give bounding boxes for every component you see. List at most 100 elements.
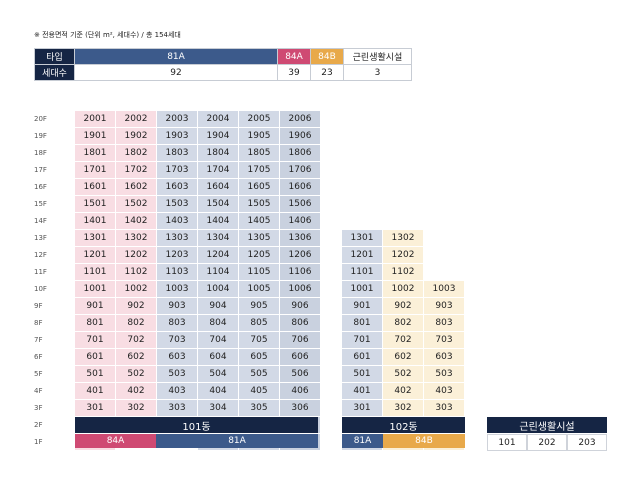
unit-cell: 303 <box>424 400 465 417</box>
unit-cell: 305 <box>239 400 280 417</box>
building-102-label: 102동 <box>342 417 465 433</box>
unit-cell: 2006 <box>280 111 321 128</box>
unit-cell: 303 <box>157 400 198 417</box>
floor-label: 14F <box>34 217 47 225</box>
unit-cell: 1505 <box>239 196 280 213</box>
unit-cell: 901 <box>342 298 383 315</box>
unit-cell: 1201 <box>75 247 116 264</box>
floor-label: 7F <box>34 336 43 344</box>
unit-cell: 402 <box>383 383 424 400</box>
unit-cell: 1601 <box>75 179 116 196</box>
unit-cell: 2005 <box>239 111 280 128</box>
unit-cell: 801 <box>342 315 383 332</box>
unit-cell: 1105 <box>239 264 280 281</box>
unit-cell: 2001 <box>75 111 116 128</box>
unit-cell: 1701 <box>75 162 116 179</box>
unit-cell: 804 <box>198 315 239 332</box>
count-84a: 39 <box>277 64 311 81</box>
unit-cell: 903 <box>424 298 465 315</box>
type-header: 타입 <box>34 48 75 65</box>
unit-cell: 1201 <box>342 247 383 264</box>
unit-cell: 1304 <box>198 230 239 247</box>
unit-cell: 905 <box>239 298 280 315</box>
floor-label: 8F <box>34 319 43 327</box>
unit-cell: 1902 <box>116 128 157 145</box>
unit-cell: 1604 <box>198 179 239 196</box>
unit-cell: 503 <box>157 366 198 383</box>
unit-cell: 1705 <box>239 162 280 179</box>
unit-cell: 1003 <box>424 281 465 298</box>
unit-cell: 701 <box>342 332 383 349</box>
count-header: 세대수 <box>34 64 75 81</box>
type-label-81a: 81A <box>156 434 318 448</box>
unit-cell: 1504 <box>198 196 239 213</box>
unit-cell: 506 <box>280 366 321 383</box>
floor-label: 20F <box>34 115 47 123</box>
unit-cell: 301 <box>342 400 383 417</box>
unit-cell: 701 <box>75 332 116 349</box>
commercial-unit-cell: 203 <box>567 434 607 451</box>
building-101-label: 101동 <box>75 417 318 433</box>
floor-label: 15F <box>34 200 47 208</box>
type-label-81a: 81A <box>342 434 383 448</box>
floor-label: 10F <box>34 285 47 293</box>
unit-cell: 1202 <box>383 247 424 264</box>
unit-cell: 1801 <box>75 145 116 162</box>
unit-cell: 1405 <box>239 213 280 230</box>
unit-cell: 401 <box>342 383 383 400</box>
unit-cell: 404 <box>198 383 239 400</box>
unit-cell: 406 <box>280 383 321 400</box>
unit-cell: 1901 <box>75 128 116 145</box>
unit-cell: 1301 <box>342 230 383 247</box>
type-summary-table: 타입 81A 84A 84B 근린생활시설 세대수 92 39 23 3 <box>34 48 412 81</box>
unit-cell: 1805 <box>239 145 280 162</box>
unit-cell: 602 <box>383 349 424 366</box>
unit-cell: 801 <box>75 315 116 332</box>
type-label-84b: 84B <box>383 434 465 448</box>
unit-cell: 601 <box>342 349 383 366</box>
unit-cell: 1106 <box>280 264 321 281</box>
unit-cell: 1002 <box>383 281 424 298</box>
unit-cell: 703 <box>157 332 198 349</box>
unit-cell: 403 <box>157 383 198 400</box>
unit-cell: 902 <box>116 298 157 315</box>
unit-cell: 401 <box>75 383 116 400</box>
unit-cell: 403 <box>424 383 465 400</box>
unit-cell: 2003 <box>157 111 198 128</box>
commercial-label: 근린생활시설 <box>487 417 607 433</box>
floor-label: 17F <box>34 166 47 174</box>
unit-cell: 704 <box>198 332 239 349</box>
unit-cell: 806 <box>280 315 321 332</box>
unit-cell: 1506 <box>280 196 321 213</box>
unit-cell: 1303 <box>157 230 198 247</box>
unit-cell: 1203 <box>157 247 198 264</box>
note: ※ 전용면적 기준 (단위 m², 세대수) / 총 154세대 <box>34 31 181 39</box>
unit-cell: 1503 <box>157 196 198 213</box>
unit-cell: 1205 <box>239 247 280 264</box>
unit-cell: 1305 <box>239 230 280 247</box>
unit-cell: 405 <box>239 383 280 400</box>
unit-cell: 1605 <box>239 179 280 196</box>
unit-cell: 1102 <box>383 264 424 281</box>
unit-cell: 1206 <box>280 247 321 264</box>
unit-cell: 1101 <box>342 264 383 281</box>
unit-cell: 1301 <box>75 230 116 247</box>
unit-cell: 602 <box>116 349 157 366</box>
unit-cell: 1406 <box>280 213 321 230</box>
unit-cell: 1806 <box>280 145 321 162</box>
unit-cell: 802 <box>383 315 424 332</box>
unit-cell: 304 <box>198 400 239 417</box>
floor-label: 11F <box>34 268 47 276</box>
unit-cell: 1804 <box>198 145 239 162</box>
unit-cell: 703 <box>424 332 465 349</box>
unit-cell: 1706 <box>280 162 321 179</box>
unit-cell: 604 <box>198 349 239 366</box>
unit-cell: 802 <box>116 315 157 332</box>
unit-cell: 1704 <box>198 162 239 179</box>
unit-cell: 1803 <box>157 145 198 162</box>
floor-label: 12F <box>34 251 47 259</box>
unit-cell: 1702 <box>116 162 157 179</box>
unit-cell: 1202 <box>116 247 157 264</box>
unit-cell: 505 <box>239 366 280 383</box>
unit-cell: 1003 <box>157 281 198 298</box>
